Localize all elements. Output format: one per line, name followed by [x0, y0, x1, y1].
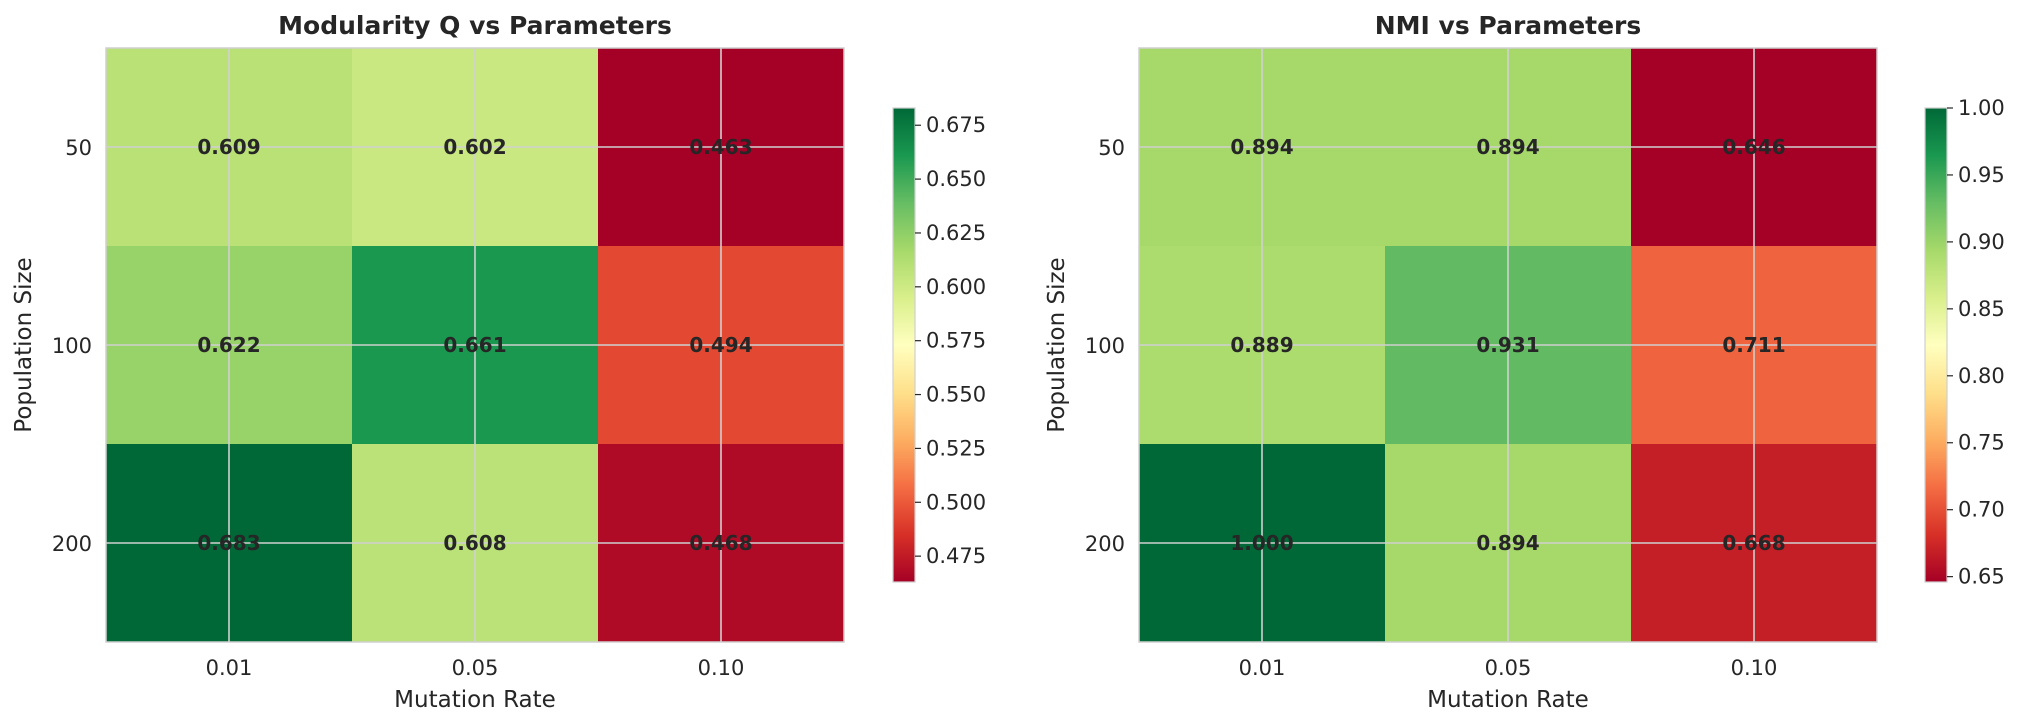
cell-value-label: 0.711 — [1722, 333, 1785, 357]
heatmap-panels: Modularity Q vs Parameters 0.609 0.602 0.46… — [11, 11, 2005, 713]
cell-value-label: 0.646 — [1722, 135, 1785, 159]
y-tick-label: 100 — [1085, 334, 1125, 358]
colorbar-tick-label: 0.575 — [926, 329, 986, 353]
colorbar-gradient — [1925, 108, 1947, 582]
colorbar-tick-label: 0.65 — [1958, 565, 2005, 589]
chart-title: NMI vs Parameters — [1375, 11, 1642, 40]
cell-value-label: 1.000 — [1230, 531, 1293, 555]
colorbar-tick-label: 0.90 — [1958, 230, 2005, 254]
x-tick-label: 0.01 — [206, 656, 253, 680]
cell-value-label: 0.602 — [443, 135, 506, 159]
plot-frame — [1138, 47, 1878, 643]
colorbar-tick-label: 1.00 — [1958, 96, 2005, 120]
chart-title: Modularity Q vs Parameters — [278, 11, 672, 40]
colorbar-tick-label: 0.675 — [926, 113, 986, 137]
colorbar-tick-label: 0.600 — [926, 275, 986, 299]
colorbar-tick-label: 0.70 — [1958, 498, 2005, 522]
y-tick-label: 100 — [52, 334, 92, 358]
colorbar-tick-label: 0.650 — [926, 167, 986, 191]
cell-value-label: 0.931 — [1476, 333, 1539, 357]
x-tick-label: 0.10 — [698, 656, 745, 680]
cell-value-label: 0.894 — [1230, 135, 1293, 159]
y-axis-label: Population Size — [1044, 257, 1070, 432]
y-tick-label: 200 — [1085, 532, 1125, 556]
colorbar-tick-label: 0.500 — [926, 490, 986, 514]
colorbar-frame — [1924, 107, 1948, 583]
cell-value-label: 0.661 — [443, 333, 506, 357]
x-tick-label: 0.10 — [1731, 656, 1778, 680]
colorbar-tick-label: 0.550 — [926, 383, 986, 407]
cell-value-label: 0.608 — [443, 531, 506, 555]
y-tick-label: 200 — [52, 532, 92, 556]
colorbar: 0.65 0.70 0.75 0.80 0.85 0.90 0.95 1.00 — [1924, 96, 2005, 589]
colorbar-tick-label: 0.475 — [926, 544, 986, 568]
x-tick-label: 0.05 — [452, 656, 499, 680]
cell-value-label: 0.894 — [1476, 135, 1539, 159]
colorbar-tick-label: 0.625 — [926, 221, 986, 245]
heatmap-panel-2: NMI vs Parameters 0.894 0.894 0.646 0.889 0.9… — [1044, 11, 2005, 713]
cell-value-label: 0.894 — [1476, 531, 1539, 555]
cell-value-label: 0.463 — [689, 135, 752, 159]
heatmap-panel-1: Modularity Q vs Parameters 0.609 0.602 0.46… — [11, 11, 986, 713]
cell-value-label: 0.494 — [689, 333, 752, 357]
cell-value-label: 0.622 — [197, 333, 260, 357]
colorbar-tick-label: 0.80 — [1958, 364, 2005, 388]
x-tick-label: 0.01 — [1239, 656, 1286, 680]
colorbar-tick-label: 0.525 — [926, 436, 986, 460]
cell-value-label: 0.468 — [689, 531, 752, 555]
cell-value-label: 0.668 — [1722, 531, 1785, 555]
colorbar-frame — [892, 107, 916, 583]
y-tick-label: 50 — [1098, 136, 1125, 160]
colorbar-gradient — [893, 108, 915, 582]
x-tick-label: 0.05 — [1485, 656, 1532, 680]
colorbar-tick-label: 0.75 — [1958, 431, 2005, 455]
y-axis-label: Population Size — [11, 257, 37, 432]
cell-value-label: 0.609 — [197, 135, 260, 159]
colorbar-tick-label: 0.85 — [1958, 297, 2005, 321]
x-axis-label: Mutation Rate — [1427, 687, 1589, 713]
plot-frame — [105, 47, 845, 643]
colorbar: 0.475 0.500 0.525 0.550 0.575 0.600 0.625 0.650… — [892, 107, 986, 583]
x-axis-label: Mutation Rate — [394, 687, 556, 713]
colorbar-tick-label: 0.95 — [1958, 163, 2005, 187]
y-tick-label: 50 — [65, 136, 92, 160]
cell-value-label: 0.889 — [1230, 333, 1293, 357]
cell-value-label: 0.683 — [197, 531, 260, 555]
